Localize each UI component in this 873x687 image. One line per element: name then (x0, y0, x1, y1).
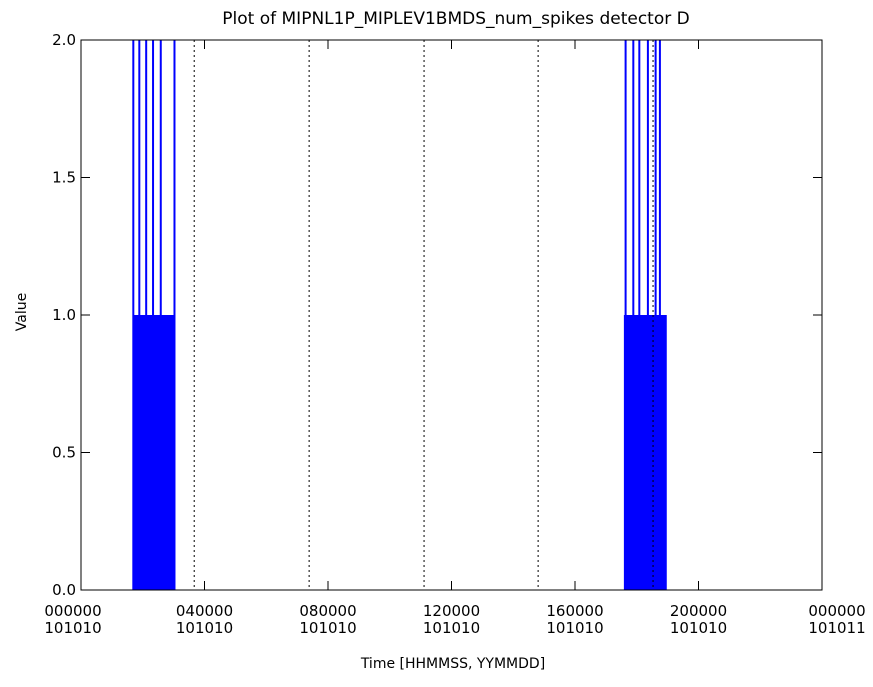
x-tick-label-time-3: 080000 (299, 602, 356, 620)
x-tick-label-date-5: 101010 (546, 619, 603, 637)
y-tick-label-2: 0.5 (52, 444, 76, 462)
x-tick-label-time-4: 120000 (423, 602, 480, 620)
x-tick-label-time-5: 160000 (546, 602, 603, 620)
x-tick-label-date-4: 101010 (423, 619, 480, 637)
x-tick-label-time-6: 200000 (670, 602, 727, 620)
chart-title: Plot of MIPNL1P_MIPLEV1BMDS_num_spikes d… (222, 9, 689, 29)
x-tick-label-date-2: 101010 (176, 619, 233, 637)
plot-area: 0.00.51.01.52.00000001010100400001010100… (44, 31, 865, 637)
x-tick-label-date-3: 101010 (299, 619, 356, 637)
x-tick-label-time-2: 040000 (176, 602, 233, 620)
x-tick-label-date-6: 101010 (670, 619, 727, 637)
y-tick-label-4: 1.5 (52, 169, 76, 187)
x-tick-label-date-1: 101010 (44, 619, 101, 637)
x-tick-label-time-1: 000000 (44, 602, 101, 620)
plot-frame (80, 39, 823, 591)
y-tick-label-5: 2.0 (52, 31, 76, 49)
y-tick-label-3: 1.0 (52, 306, 76, 324)
x-tick-label-date-7: 101011 (808, 619, 865, 637)
x-axis-label: Time [HHMMSS, YYMMDD] (360, 656, 545, 672)
x-tick-label-time-7: 000000 (808, 602, 865, 620)
y-axis-label: Value (14, 293, 30, 331)
y-tick-label-1: 0.0 (52, 581, 76, 599)
